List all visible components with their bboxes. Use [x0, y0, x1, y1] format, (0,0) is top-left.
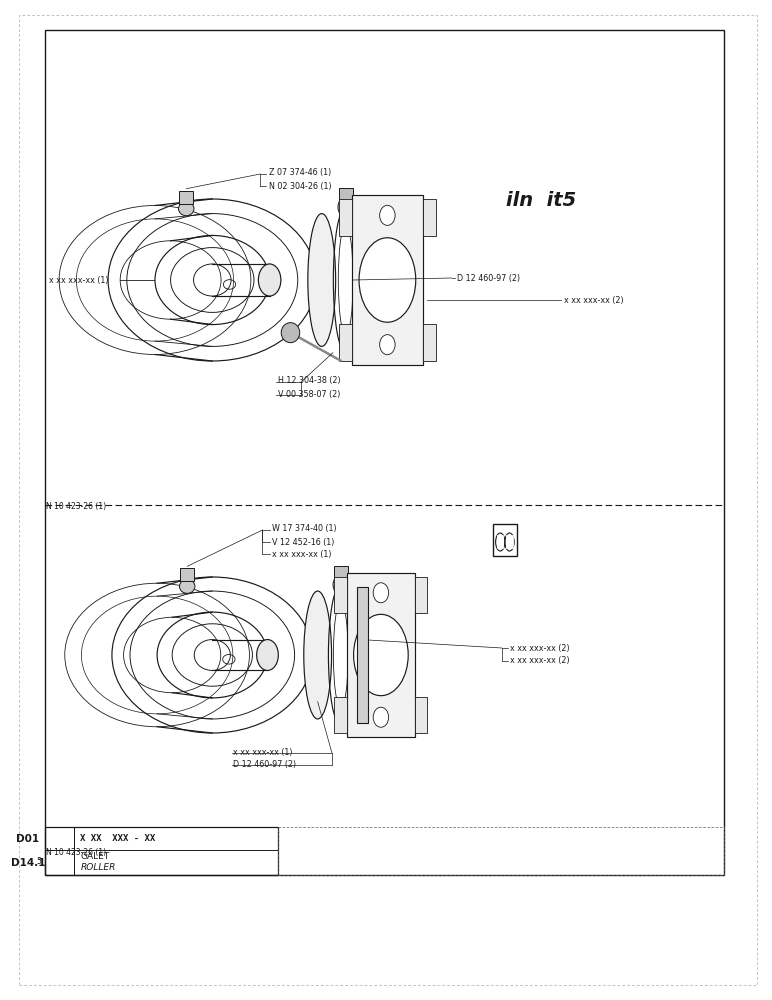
Text: x xx xxx-xx (1): x xx xxx-xx (1)	[272, 550, 331, 560]
Text: D 12 460-97 (2): D 12 460-97 (2)	[457, 273, 520, 282]
Ellipse shape	[380, 335, 395, 355]
Ellipse shape	[359, 238, 416, 322]
Bar	[497, 535, 503, 548]
Text: D14.1: D14.1	[11, 858, 45, 868]
Ellipse shape	[178, 202, 194, 216]
Text: W 17 374-40 (1): W 17 374-40 (1)	[272, 524, 337, 534]
Text: Z 07 374-46 (1): Z 07 374-46 (1)	[269, 168, 331, 178]
Bar	[179, 191, 193, 204]
Bar	[334, 577, 347, 613]
Ellipse shape	[308, 214, 336, 346]
Text: 5: 5	[36, 857, 41, 866]
Bar	[493, 524, 517, 556]
Text: D01: D01	[16, 834, 39, 844]
Text: GALET: GALET	[80, 852, 110, 861]
Bar	[278, 827, 724, 875]
Bar	[415, 577, 428, 613]
Bar	[357, 587, 368, 723]
Bar	[352, 195, 423, 365]
Bar	[506, 535, 513, 548]
Bar	[339, 324, 352, 361]
Ellipse shape	[334, 602, 348, 708]
Ellipse shape	[338, 197, 354, 217]
Text: H 12 304-38 (2): H 12 304-38 (2)	[278, 376, 340, 385]
Text: N 10 423-26 (1): N 10 423-26 (1)	[46, 502, 107, 512]
Text: N 02 304-26 (1): N 02 304-26 (1)	[269, 182, 331, 190]
Text: N 10 423-26 (1): N 10 423-26 (1)	[46, 848, 107, 856]
Ellipse shape	[333, 575, 348, 595]
Bar	[415, 697, 428, 733]
Bar	[334, 566, 347, 578]
Ellipse shape	[373, 707, 388, 727]
Text: x xx xxx-xx (2): x xx xxx-xx (2)	[510, 656, 569, 666]
Ellipse shape	[281, 323, 300, 343]
Bar	[423, 199, 435, 236]
Ellipse shape	[256, 640, 279, 670]
Ellipse shape	[304, 591, 332, 719]
Text: V 12 452-16 (1): V 12 452-16 (1)	[272, 538, 334, 546]
Text: X XX  XXX - XX: X XX XXX - XX	[80, 834, 155, 843]
Text: iln  it5: iln it5	[506, 190, 576, 210]
Ellipse shape	[373, 583, 388, 603]
Ellipse shape	[338, 225, 353, 335]
Text: x xx xxx-xx (2): x xx xxx-xx (2)	[564, 296, 623, 305]
Text: D 12 460-97 (2): D 12 460-97 (2)	[233, 760, 296, 770]
Text: V 00 358-07 (2): V 00 358-07 (2)	[278, 389, 340, 398]
Text: x xx xxx-xx (1): x xx xxx-xx (1)	[233, 748, 293, 756]
Ellipse shape	[259, 264, 281, 296]
Text: x xx xxx-xx (1): x xx xxx-xx (1)	[49, 275, 108, 284]
Bar	[339, 199, 352, 236]
Bar	[339, 188, 353, 200]
Bar	[181, 568, 195, 581]
Bar	[423, 324, 435, 361]
Ellipse shape	[380, 205, 395, 225]
Bar	[45, 30, 724, 875]
Text: x xx xxx-xx (2): x xx xxx-xx (2)	[510, 644, 569, 652]
Text: ROLLER: ROLLER	[80, 863, 116, 872]
Bar	[347, 573, 415, 737]
Ellipse shape	[179, 579, 195, 593]
Bar	[45, 827, 278, 875]
Bar	[45, 827, 74, 875]
Ellipse shape	[354, 614, 408, 696]
Bar	[334, 697, 347, 733]
